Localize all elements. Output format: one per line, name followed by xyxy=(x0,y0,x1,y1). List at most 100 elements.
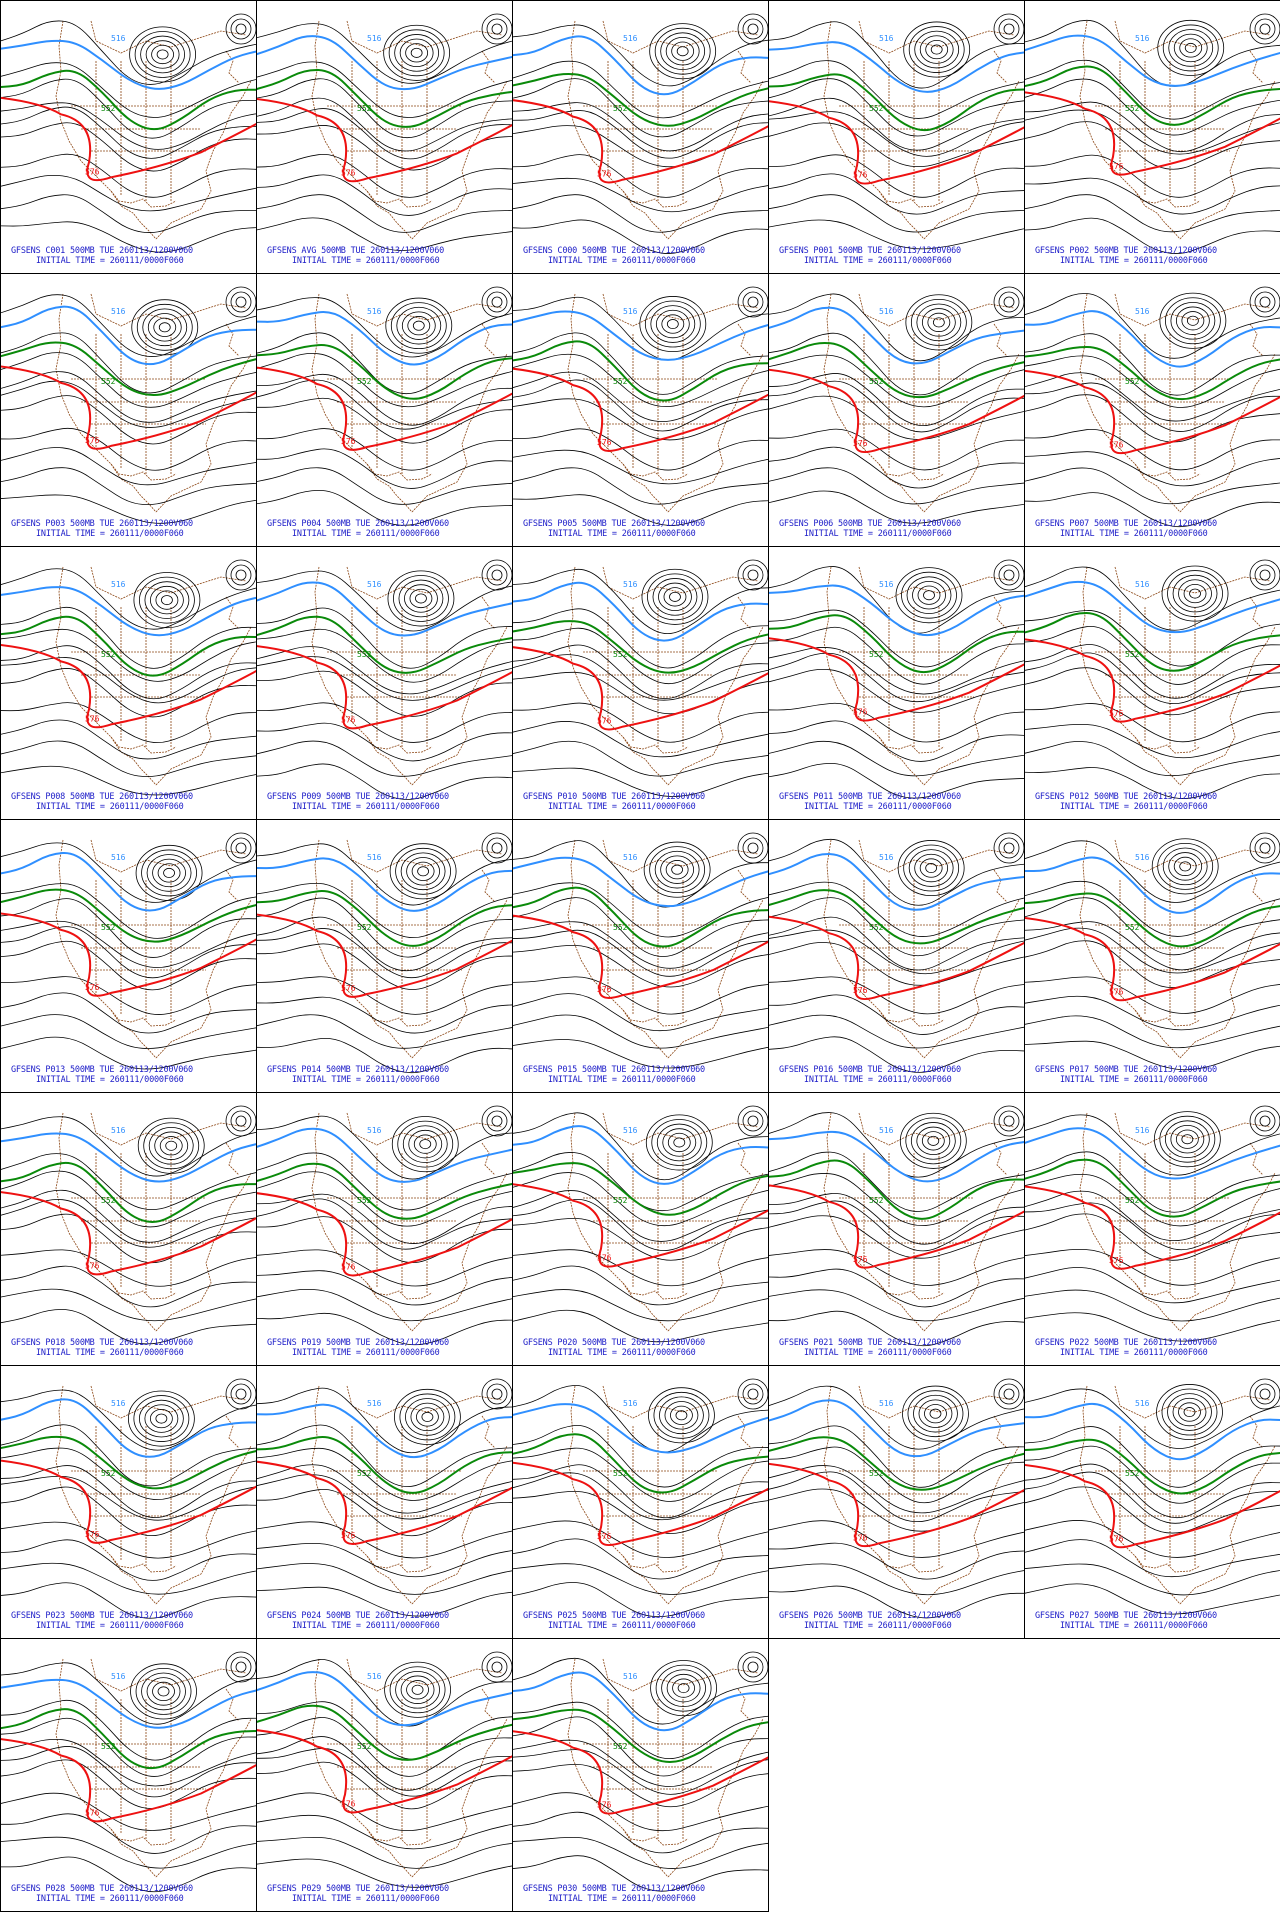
height-contour xyxy=(225,1651,256,1683)
height-contour xyxy=(404,584,438,613)
border-line xyxy=(667,1172,764,1332)
ensemble-panel: 516 552 576 GFSENS P013 500MB TUE 260113/12… xyxy=(0,819,257,1093)
height-contour xyxy=(486,564,508,586)
height-contour xyxy=(145,40,180,69)
contour-576 xyxy=(1025,1185,1280,1270)
contour-576 xyxy=(1,96,256,182)
height-contour xyxy=(1025,372,1280,422)
height-contour xyxy=(513,654,768,701)
contour-552 xyxy=(769,73,1024,132)
height-contour xyxy=(513,1384,768,1453)
label-552: 552 xyxy=(101,1469,116,1478)
panel-title: GFSENS P001 500MB TUE 260113/1200V060 xyxy=(779,246,961,256)
height-contour xyxy=(143,1122,200,1170)
contour-552 xyxy=(257,1704,512,1761)
border-line xyxy=(1114,20,1271,54)
height-contour xyxy=(769,1488,1024,1532)
height-contour xyxy=(257,1198,512,1250)
height-contour xyxy=(491,569,503,581)
height-contour xyxy=(257,97,512,152)
contour-552 xyxy=(769,889,1024,945)
contour-552 xyxy=(257,1436,512,1494)
border-line xyxy=(622,736,689,754)
height-contour xyxy=(1025,1267,1280,1304)
border-line xyxy=(90,293,247,327)
label-552: 552 xyxy=(101,104,116,113)
label-516: 516 xyxy=(1135,580,1150,589)
height-contour xyxy=(1025,451,1280,487)
ensemble-panel: 516 552 576 GFSENS P029 500MB TUE 260113/12… xyxy=(256,1638,513,1912)
height-contour xyxy=(513,1855,768,1892)
label-516: 516 xyxy=(879,34,894,43)
height-contour xyxy=(993,559,1024,591)
height-contour xyxy=(389,843,457,900)
height-map: 516 552 576 xyxy=(769,832,1024,1073)
height-contour xyxy=(513,219,768,254)
border-line xyxy=(110,1009,177,1027)
height-contour xyxy=(1,1813,256,1854)
label-576: 576 xyxy=(85,1809,100,1818)
contour-516 xyxy=(257,1403,512,1459)
height-contour xyxy=(903,844,960,892)
ensemble-panel: 516 552 576 GFSENS P007 500MB TUE 260113/12… xyxy=(1024,273,1280,547)
height-contour xyxy=(993,1378,1024,1410)
height-contour xyxy=(257,125,512,171)
height-contour xyxy=(513,1039,768,1069)
contour-516 xyxy=(513,35,768,96)
height-contour xyxy=(130,1663,197,1720)
contour-576 xyxy=(257,913,512,998)
height-contour xyxy=(1,1475,256,1521)
height-contour xyxy=(1172,1397,1207,1427)
label-576: 576 xyxy=(85,167,100,176)
ensemble-panel: 516 552 576 GFSENS P027 500MB TUE 260113/12… xyxy=(1024,1365,1280,1639)
height-contour xyxy=(1259,23,1271,35)
contour-552 xyxy=(1025,1438,1280,1495)
contour-516 xyxy=(1,1678,256,1729)
ensemble-panel: 516 552 576 GFSENS P001 500MB TUE 260113/12… xyxy=(768,0,1025,274)
height-map: 516 552 576 xyxy=(769,559,1024,799)
height-contour xyxy=(769,929,1024,975)
height-contour xyxy=(257,78,512,139)
height-contour xyxy=(402,1125,448,1163)
height-contour xyxy=(663,587,687,607)
panel-init-time: INITIAL TIME = 260111/0000F060 xyxy=(36,802,184,812)
ensemble-panel: 516 552 576 GFSENS P008 500MB TUE 260113/12… xyxy=(0,546,257,820)
border-line xyxy=(1249,1142,1264,1176)
height-contour xyxy=(916,1126,951,1156)
height-contour xyxy=(513,1309,768,1343)
height-contour xyxy=(230,1383,252,1405)
height-contour xyxy=(1156,1384,1223,1441)
height-contour xyxy=(513,976,768,1015)
ensemble-panel: 516 552 576 GFSENS P020 500MB TUE 260113/12… xyxy=(512,1092,769,1366)
panel-title: GFSENS P018 500MB TUE 260113/1200V060 xyxy=(11,1338,193,1348)
height-contour xyxy=(1,1036,256,1070)
height-contour xyxy=(230,18,252,40)
height-contour xyxy=(1,380,256,428)
panel-init-time: INITIAL TIME = 260111/0000F060 xyxy=(1060,1621,1208,1631)
height-contour xyxy=(513,379,768,432)
height-contour xyxy=(257,1447,512,1501)
height-contour xyxy=(513,296,768,361)
height-contour xyxy=(769,1520,1024,1558)
height-contour xyxy=(1164,297,1221,345)
height-contour xyxy=(1025,723,1280,759)
height-contour xyxy=(412,320,425,331)
contour-552 xyxy=(1,69,256,131)
height-contour xyxy=(1,1424,256,1487)
border-line xyxy=(481,1688,496,1722)
height-contour xyxy=(1170,301,1216,340)
height-contour xyxy=(139,576,195,624)
label-576: 576 xyxy=(853,171,868,180)
height-contour xyxy=(1259,296,1271,308)
height-contour xyxy=(1025,492,1280,528)
height-contour xyxy=(1183,583,1207,604)
height-contour xyxy=(1025,921,1280,971)
border-line xyxy=(923,899,1020,1059)
height-contour xyxy=(513,929,768,977)
height-contour xyxy=(257,928,512,979)
height-contour xyxy=(1025,293,1280,359)
border-line xyxy=(90,1385,247,1419)
height-contour xyxy=(769,626,1024,685)
height-contour xyxy=(1,1265,256,1308)
height-contour xyxy=(1,1170,256,1228)
